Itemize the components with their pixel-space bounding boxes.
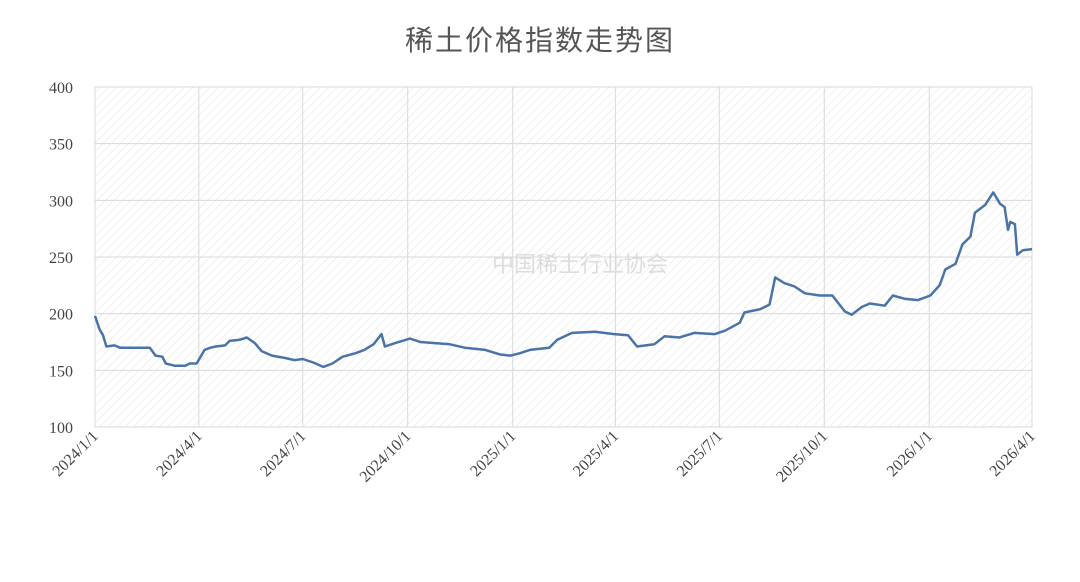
x-tick-label: 2024/10/1 xyxy=(357,428,415,486)
y-tick-label: 300 xyxy=(49,193,73,210)
x-tick-label: 2024/7/1 xyxy=(257,428,309,480)
data-line xyxy=(93,191,1033,369)
y-tick-label: 200 xyxy=(49,307,73,324)
chart-title: 稀土价格指数走势图 xyxy=(405,24,675,57)
x-tick-label: 2024/4/1 xyxy=(153,428,205,480)
x-tick-label: 2025/7/1 xyxy=(674,428,726,480)
y-tick-label: 350 xyxy=(49,137,73,154)
x-tick-label: 2025/4/1 xyxy=(570,428,622,480)
x-tick-label: 2026/1/1 xyxy=(884,428,936,480)
watermark: 中国稀土行业协会 xyxy=(492,252,668,277)
y-tick-label: 400 xyxy=(49,80,73,97)
x-tick-label: 2025/10/1 xyxy=(773,428,831,486)
x-tick-label: 2025/1/1 xyxy=(467,428,519,480)
y-tick-label: 100 xyxy=(49,420,73,437)
y-tick-label: 250 xyxy=(49,250,73,267)
x-tick-label: 2026/4/1 xyxy=(987,428,1039,480)
y-tick-label: 150 xyxy=(49,363,73,380)
